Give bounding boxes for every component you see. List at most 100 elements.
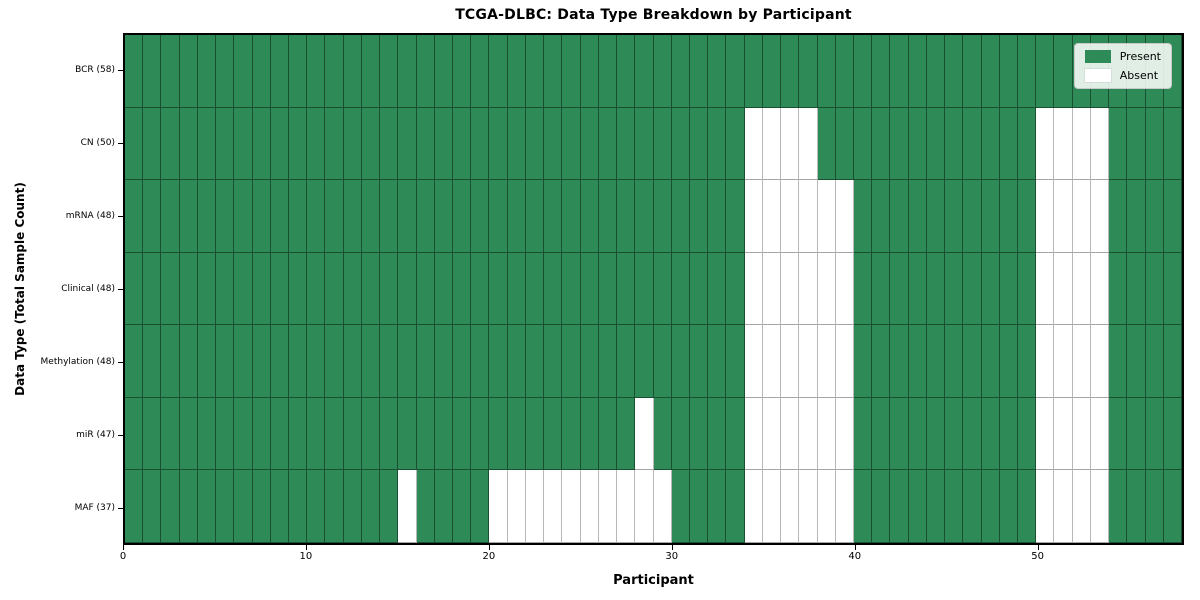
heatmap-cell — [963, 325, 982, 398]
heatmap-cell — [252, 325, 271, 398]
heatmap-cell — [325, 107, 344, 181]
heatmap-cell — [343, 252, 362, 326]
heatmap-cell — [234, 325, 253, 398]
heatmap-cell — [872, 180, 891, 253]
heatmap-cell — [1163, 397, 1182, 471]
heatmap-cell — [398, 325, 417, 398]
heatmap-cell — [380, 397, 399, 471]
heatmap-cell — [416, 180, 435, 253]
heatmap-cell — [890, 107, 909, 181]
heatmap-cell — [890, 325, 909, 398]
heatmap-cell — [343, 325, 362, 398]
heatmap-cell — [544, 107, 563, 181]
heatmap-cell — [689, 397, 709, 471]
heatmap-cell — [708, 180, 727, 253]
y-tick-mark — [118, 289, 123, 290]
heatmap-cell — [343, 397, 362, 471]
heatmap-cell — [197, 107, 217, 181]
x-tick-label: 30 — [665, 551, 679, 562]
heatmap-cell — [525, 180, 545, 253]
x-tick-mark — [123, 545, 124, 550]
legend-item-absent: Absent — [1084, 69, 1161, 82]
heatmap-cell — [179, 252, 198, 326]
heatmap-cell — [762, 252, 782, 326]
heatmap-cell — [872, 252, 891, 326]
heatmap-cell — [361, 252, 381, 326]
heatmap-cell — [890, 252, 909, 326]
present-swatch-icon — [1084, 50, 1111, 63]
heatmap-cell — [161, 180, 180, 253]
heatmap-cell — [945, 252, 964, 326]
heatmap-cell — [653, 397, 672, 471]
heatmap-cell — [617, 252, 636, 326]
heatmap-cell — [125, 180, 144, 253]
heatmap-cell — [689, 180, 709, 253]
heatmap-cell — [1109, 107, 1128, 181]
heatmap-cell — [653, 252, 672, 326]
heatmap-cell — [1054, 180, 1073, 253]
legend-label-absent: Absent — [1119, 69, 1159, 82]
heatmap-cell — [708, 325, 727, 398]
heatmap-cell — [1163, 325, 1182, 398]
heatmap-cell — [835, 252, 854, 326]
heatmap-cell — [398, 180, 417, 253]
heatmap-cell — [726, 325, 745, 398]
heatmap-cell — [125, 325, 144, 398]
heatmap-cell — [635, 397, 654, 471]
heatmap-cell — [1145, 180, 1164, 253]
heatmap-cell — [617, 470, 636, 543]
heatmap-cell — [890, 180, 909, 253]
heatmap-cell — [197, 180, 217, 253]
heatmap-cell — [325, 180, 344, 253]
heatmap-cell — [1145, 107, 1164, 181]
heatmap-cell — [525, 252, 545, 326]
heatmap-cell — [671, 252, 690, 326]
heatmap-cell — [471, 325, 490, 398]
y-tick-label: MAF (37) — [74, 503, 115, 514]
heatmap-cell — [270, 35, 290, 108]
heatmap-cell — [963, 107, 982, 181]
heatmap-cell — [361, 180, 381, 253]
heatmap-cell — [981, 35, 1000, 108]
heatmap-cell — [945, 35, 964, 108]
heatmap-cell — [125, 252, 144, 326]
heatmap-cell — [489, 397, 508, 471]
heatmap-cell — [598, 397, 618, 471]
x-tick-mark — [854, 545, 856, 550]
heatmap-cell — [197, 252, 217, 326]
heatmap-cell — [525, 470, 545, 543]
heatmap-cell — [525, 107, 545, 181]
heatmap-cell — [179, 470, 198, 543]
x-tick-mark — [305, 545, 307, 550]
heatmap-cell — [635, 470, 654, 543]
x-tick-label: 50 — [1031, 551, 1045, 562]
heatmap-cell — [853, 180, 873, 253]
heatmap-cell — [453, 252, 472, 326]
heatmap-cell — [1109, 325, 1128, 398]
x-tick-label: 10 — [299, 551, 313, 562]
heatmap-cell — [562, 470, 581, 543]
heatmap-cell — [489, 252, 508, 326]
heatmap-cell — [835, 325, 854, 398]
heatmap-cell — [307, 252, 326, 326]
heatmap-cell — [216, 180, 235, 253]
heatmap-cell — [835, 397, 854, 471]
heatmap-cell — [1017, 35, 1037, 108]
heatmap-cell — [1145, 325, 1164, 398]
heatmap-cell — [1054, 35, 1073, 108]
heatmap-cell — [1163, 180, 1182, 253]
heatmap-cell — [1072, 397, 1091, 471]
heatmap-cell — [471, 180, 490, 253]
heatmap-cell — [671, 107, 690, 181]
heatmap-cell — [1109, 470, 1128, 543]
heatmap-cell — [689, 325, 709, 398]
y-tick-mark — [118, 435, 123, 437]
heatmap-cell — [1072, 180, 1091, 253]
heatmap-cell — [234, 107, 253, 181]
heatmap-cell — [125, 397, 144, 471]
heatmap-cell — [908, 107, 927, 181]
heatmap-cell — [125, 470, 144, 543]
heatmap-cell — [1090, 180, 1110, 253]
heatmap-cell — [361, 107, 381, 181]
heatmap-cell — [434, 180, 454, 253]
